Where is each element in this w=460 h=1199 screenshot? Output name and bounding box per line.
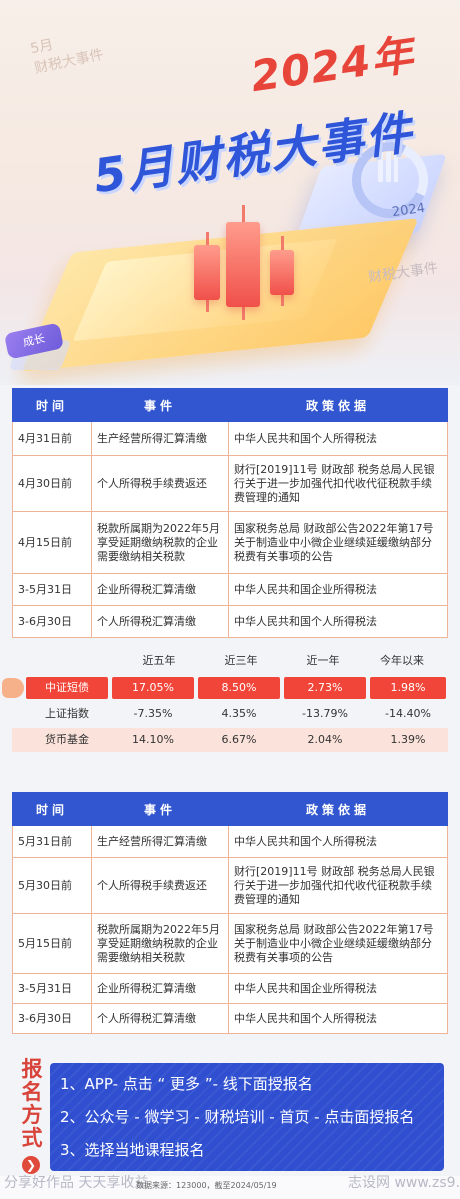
returns-value: 6.67% (221, 733, 257, 746)
signup-method-wechat[interactable]: 2、公众号 - 微学习 - 财税培训 - 首页 - 点击面授报名 (60, 1108, 415, 1126)
returns-value: -7.35% (133, 707, 173, 720)
signup-method-app[interactable]: 1、APP- 点击 “ 更多 ”- 线下面授报名 (60, 1075, 313, 1093)
mini-bars-graphic (378, 152, 398, 182)
header-date: 时间 (12, 792, 92, 826)
footer-site-watermark: 志设网 www.zs9.com (348, 1175, 460, 1191)
returns-value: 4.35% (221, 707, 257, 720)
table-row: 5月30日前 个人所得税手续费返还 财行[2019]11号 财政部 税务总局人民… (12, 857, 448, 914)
signup-side-label: 报 名 方 式 (18, 1058, 46, 1150)
table-row: 4月30日前 个人所得税手续费返还 财行[2019]11号 财政部 税务总局人民… (12, 455, 448, 512)
cell-policy: 中华人民共和国企业所得税法 (228, 973, 448, 1004)
header-policy: 政策依据 (228, 792, 448, 826)
policy-table-may: 时间 事件 政策依据 5月31日前 生产经营所得汇算清缴 中华人民共和国个人所得… (12, 792, 448, 1034)
cell-policy: 财行[2019]11号 财政部 税务总局人民银行关于进一步加强代扣代收代征税款手… (228, 857, 448, 914)
table-header-row: 时间 事件 政策依据 (12, 792, 448, 826)
table-row: 3-5月31日 企业所得税汇算清缴 中华人民共和国企业所得税法 (12, 973, 448, 1004)
cell-event: 个人所得税手续费返还 (91, 857, 229, 914)
candlestick-graphic (270, 250, 294, 295)
cell-policy: 财行[2019]11号 财政部 税务总局人民银行关于进一步加强代扣代收代征税款手… (228, 455, 448, 512)
candlestick-graphic (226, 222, 260, 307)
table-row: 3-5月31日 企业所得税汇算清缴 中华人民共和国企业所得税法 (12, 573, 448, 606)
returns-value: 8.50% (198, 677, 280, 699)
returns-col-header: 近三年 (224, 654, 258, 667)
returns-comparison-table: 近五年 近三年 近一年 今年以来 中证短债 17.05% 8.50% 2.73%… (2, 650, 448, 753)
cell-event: 生产经营所得汇算清缴 (91, 825, 229, 858)
signup-method-local[interactable]: 3、选择当地课程报名 (60, 1141, 205, 1159)
cell-date: 3-5月31日 (12, 973, 92, 1004)
returns-value: -14.40% (385, 707, 431, 720)
cell-policy: 国家税务总局 财政部公告2022年第17号关于制造业中小微企业继续延缓缴纳部分税… (228, 913, 448, 974)
cell-date: 5月30日前 (12, 857, 92, 914)
hero-title-year: 2024年 (247, 29, 417, 102)
cell-event: 税款所属期为2022年5月享受延期缴纳税款的企业需要缴纳相关税款 (91, 511, 229, 574)
cell-date: 3-6月30日 (12, 605, 92, 638)
table-header-row: 时间 事件 政策依据 (12, 388, 448, 422)
returns-value: 17.05% (112, 677, 194, 699)
returns-row-name: 中证短债 (26, 677, 108, 699)
footer-data-source: 数据来源：123000，截至2024/05/19 (136, 1181, 277, 1190)
returns-col-header: 近五年 (142, 654, 176, 667)
cell-date: 4月15日前 (12, 511, 92, 574)
returns-value: -13.79% (302, 707, 348, 720)
policy-table-april: 时间 事件 政策依据 4月31日前 生产经营所得汇算清缴 中华人民共和国个人所得… (12, 388, 448, 638)
footer-share-text: 分享好作品 天天享收益 (4, 1175, 149, 1191)
returns-value: 14.10% (132, 733, 174, 746)
table-row: 5月31日前 生产经营所得汇算清缴 中华人民共和国个人所得税法 (12, 825, 448, 858)
footer-bar (0, 1176, 460, 1199)
row-stripe (12, 728, 448, 752)
cell-policy: 中华人民共和国个人所得税法 (228, 1003, 448, 1034)
returns-value: 1.98% (370, 677, 446, 699)
table-row: 4月31日前 生产经营所得汇算清缴 中华人民共和国个人所得税法 (12, 421, 448, 456)
cell-policy: 国家税务总局 财政部公告2022年第17号关于制造业中小微企业继续延缓缴纳部分税… (228, 511, 448, 574)
signup-side-char: 名 (21, 1080, 43, 1104)
table-row: 4月15日前 税款所属期为2022年5月享受延期缴纳税款的企业需要缴纳相关税款 … (12, 511, 448, 574)
table-row: 3-6月30日 个人所得税汇算清缴 中华人民共和国个人所得税法 (12, 1003, 448, 1034)
cell-event: 生产经营所得汇算清缴 (91, 421, 229, 456)
table-row: 3-6月30日 个人所得税汇算清缴 中华人民共和国个人所得税法 (12, 605, 448, 638)
header-policy: 政策依据 (228, 388, 448, 422)
hero-watermark-top: 5月 财税大事件 (29, 25, 106, 79)
header-event: 事件 (91, 792, 229, 826)
returns-row-name: 货币基金 (45, 733, 89, 746)
header-event: 事件 (91, 388, 229, 422)
returns-value: 2.73% (284, 677, 366, 699)
signup-methods-box: 1、APP- 点击 “ 更多 ”- 线下面授报名 2、公众号 - 微学习 - 财… (50, 1063, 444, 1171)
cell-date: 5月15日前 (12, 913, 92, 974)
cell-event: 个人所得税汇算清缴 (91, 605, 229, 638)
cell-policy: 中华人民共和国个人所得税法 (228, 825, 448, 858)
candlestick-graphic (194, 245, 220, 300)
returns-value: 2.04% (307, 733, 343, 746)
signup-side-char: 式 (21, 1126, 43, 1150)
arrow-right-icon[interactable]: ❯ (22, 1156, 40, 1174)
cell-event: 企业所得税汇算清缴 (91, 573, 229, 606)
cell-policy: 中华人民共和国企业所得税法 (228, 573, 448, 606)
cell-event: 税款所属期为2022年5月享受延期缴纳税款的企业需要缴纳相关税款 (91, 913, 229, 974)
returns-row: 货币基金 14.10% 6.67% 2.04% 1.39% (12, 729, 448, 753)
returns-col-header: 今年以来 (380, 654, 424, 667)
cell-date: 3-6月30日 (12, 1003, 92, 1034)
cell-event: 个人所得税手续费返还 (91, 455, 229, 512)
returns-header-row: 近五年 近三年 近一年 今年以来 (12, 650, 448, 674)
cell-policy: 中华人民共和国个人所得税法 (228, 421, 448, 456)
returns-row-name: 上证指数 (45, 707, 89, 720)
signup-side-char: 方 (21, 1103, 43, 1127)
cell-date: 4月31日前 (12, 421, 92, 456)
table-row: 5月15日前 税款所属期为2022年5月享受延期缴纳税款的企业需要缴纳相关税款 … (12, 913, 448, 974)
returns-value: 1.39% (390, 733, 426, 746)
returns-row-highlight: 中证短债 17.05% 8.50% 2.73% 1.98% (2, 677, 448, 701)
returns-col-header: 近一年 (306, 654, 340, 667)
cell-date: 3-5月31日 (12, 573, 92, 606)
hero-banner: 5月 财税大事件 2024 2024年 5月财税大事件 财税大事件 成长 (0, 0, 460, 385)
cell-event: 企业所得税汇算清缴 (91, 973, 229, 1004)
cell-date: 4月30日前 (12, 455, 92, 512)
signup-side-char: 报 (21, 1057, 43, 1081)
cell-date: 5月31日前 (12, 825, 92, 858)
returns-row: 上证指数 -7.35% 4.35% -13.79% -14.40% (12, 703, 448, 727)
cell-policy: 中华人民共和国个人所得税法 (228, 605, 448, 638)
header-date: 时间 (12, 388, 92, 422)
cell-event: 个人所得税汇算清缴 (91, 1003, 229, 1034)
pointing-hand-icon (2, 678, 24, 698)
